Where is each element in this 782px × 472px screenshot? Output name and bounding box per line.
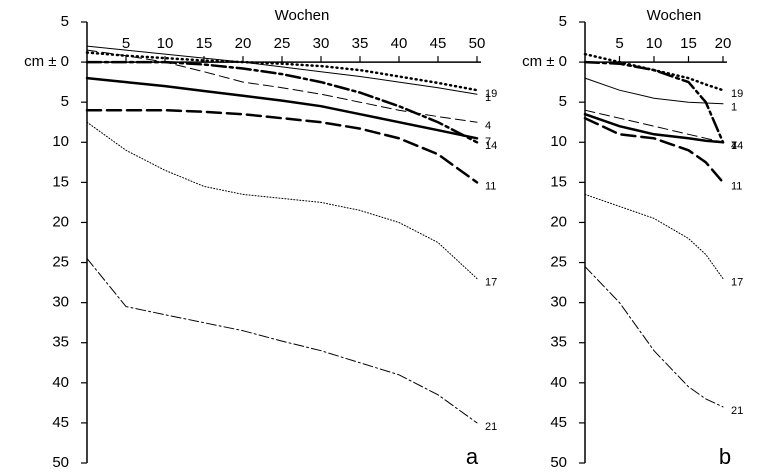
series-line — [583, 112, 725, 144]
series-label: 21 — [485, 421, 497, 433]
x-tick-label: 50 — [469, 35, 486, 52]
y-tick-label: 40 — [550, 374, 567, 391]
x-tick-label: 20 — [235, 35, 252, 52]
y-tick-label: 45 — [52, 414, 69, 431]
series-label: 14 — [731, 140, 743, 152]
x-tick-label: 10 — [157, 35, 174, 52]
y-tick-label: 30 — [52, 294, 69, 311]
series-label: 11 — [731, 180, 742, 192]
series-line — [86, 258, 478, 424]
y-tick-label: 20 — [52, 213, 69, 230]
y-tick-label: 40 — [52, 374, 69, 391]
y-tick-label: 50 — [550, 454, 567, 471]
series-line — [584, 77, 724, 105]
x-tick-label: 20 — [715, 35, 732, 52]
y-tick-label: 25 — [52, 254, 69, 271]
y-tick-label: 10 — [52, 133, 69, 150]
x-axis-label: Wochen — [647, 7, 702, 24]
y-tick-label: 5 — [61, 93, 69, 110]
series-label: 19 — [485, 88, 497, 100]
series-line — [85, 76, 479, 140]
series-label: 21 — [731, 405, 743, 417]
series-line — [85, 51, 479, 92]
x-tick-label: 15 — [196, 35, 213, 52]
series-label: 7 — [731, 140, 737, 152]
x-tick-label: 10 — [646, 35, 663, 52]
series-label: 4 — [485, 120, 491, 132]
x-tick-label: 5 — [615, 35, 623, 52]
x-tick-label: 40 — [391, 35, 408, 52]
y-tick-label: 5 — [559, 93, 567, 110]
x-tick-label: 30 — [313, 35, 330, 52]
panel-label: a — [466, 444, 479, 469]
y-tick-label: 20 — [550, 213, 567, 230]
y-tick-label: 5 — [61, 13, 69, 30]
series-line — [583, 116, 725, 184]
y-tick-label: 15 — [550, 173, 567, 190]
series-line — [584, 193, 724, 280]
series-line — [86, 45, 478, 95]
y-tick-label: 5 — [559, 13, 567, 30]
x-tick-label: 25 — [274, 35, 291, 52]
series-line — [583, 52, 725, 92]
y-tick-label: 50 — [52, 454, 69, 471]
series-label: 14 — [485, 140, 497, 152]
series-label: 19 — [731, 88, 743, 100]
series-line — [584, 266, 724, 408]
y-tick-label: 30 — [550, 294, 567, 311]
series-line — [85, 60, 479, 144]
series-label: 17 — [731, 276, 743, 288]
y-tick-label: 10 — [550, 133, 567, 150]
x-tick-label: 15 — [680, 35, 697, 52]
series-label: 17 — [485, 276, 497, 288]
series-label: 1 — [731, 102, 737, 114]
series-label: 11 — [485, 180, 496, 192]
series-label: 1 — [485, 92, 491, 104]
series-label: 7 — [485, 136, 491, 148]
y-tick-label: 25 — [550, 254, 567, 271]
x-tick-label: 45 — [430, 35, 447, 52]
series-label: 4 — [731, 140, 737, 152]
panel-label: b — [719, 444, 731, 469]
series-line — [85, 108, 479, 184]
x-tick-label: 35 — [352, 35, 369, 52]
series-line — [583, 60, 725, 144]
y-tick-label: cm ± 0 — [24, 53, 69, 70]
series-line — [86, 121, 478, 280]
y-tick-label: 35 — [52, 334, 69, 351]
series-line — [584, 109, 724, 143]
y-tick-label: 35 — [550, 334, 567, 351]
y-tick-label: cm ± 0 — [522, 53, 567, 70]
x-axis-label: Wochen — [275, 7, 330, 24]
x-tick-label: 5 — [122, 35, 130, 52]
y-tick-label: 45 — [550, 414, 567, 431]
y-tick-label: 15 — [52, 173, 69, 190]
